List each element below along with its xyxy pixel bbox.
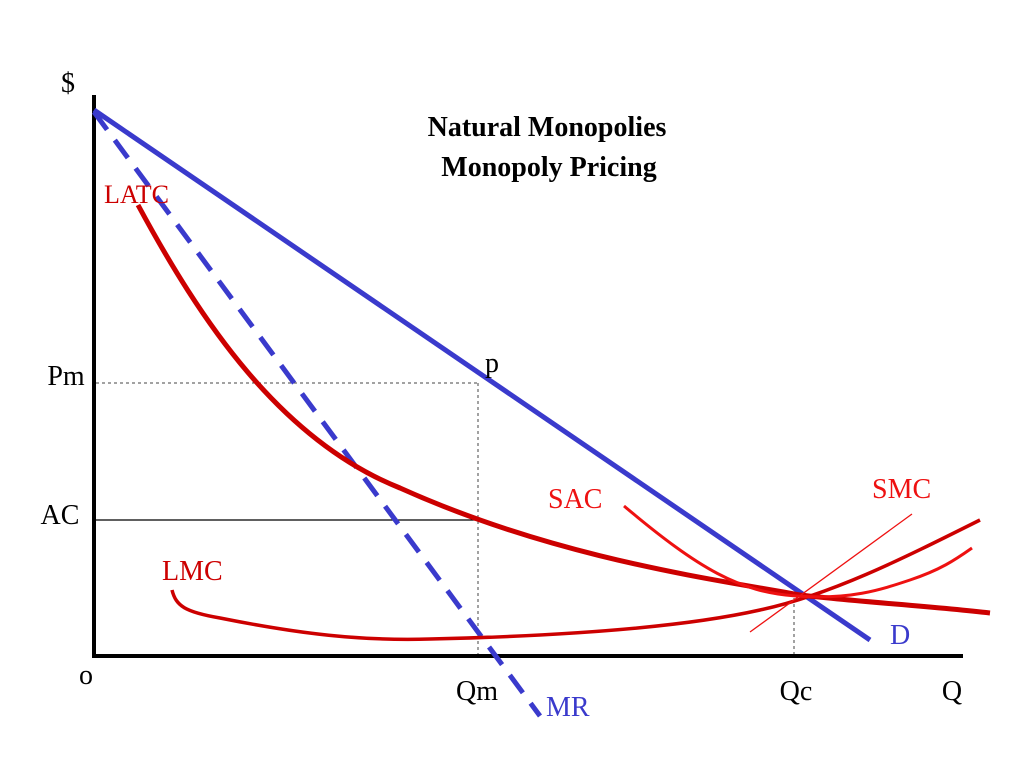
latc-label: LATC [104,180,169,209]
y-axis-label: $ [61,68,75,99]
marginal-revenue-curve [91,110,543,718]
point-label-p: p [485,348,499,379]
sac-label: SAC [548,484,602,515]
price-label-pm: Pm [47,361,85,392]
title-line1: Natural Monopolies [428,112,667,143]
origin-label: o [79,660,93,691]
latc-curve [135,203,991,616]
lmc-label: LMC [162,556,223,587]
demand-curve [92,107,872,643]
lmc-curve [170,518,981,642]
smc-curve [749,513,913,633]
price-label-ac: AC [41,500,80,531]
x-axis-label: Q [942,676,962,707]
demand-label: D [890,620,910,651]
title-line2: Monopoly Pricing [441,152,656,183]
sac-curve [623,504,973,599]
quantity-label-qc: Qc [780,676,813,707]
smc-label: SMC [872,474,931,505]
quantity-label-qm: Qm [456,676,498,707]
mr-label: MR [546,692,590,723]
